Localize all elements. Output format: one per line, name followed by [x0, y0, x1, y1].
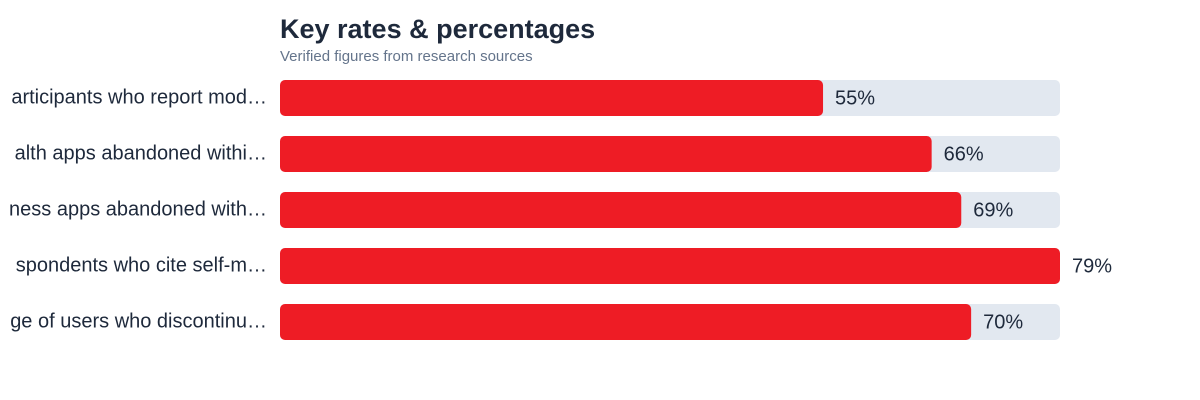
category-label: spondents who cite self-m…	[16, 254, 267, 276]
bar	[280, 80, 824, 116]
bar	[280, 192, 962, 228]
category-label: articipants who report mod…	[11, 86, 267, 108]
bar	[280, 304, 972, 340]
category-label: ness apps abandoned with…	[9, 198, 267, 220]
category-label: ge of users who discontinu…	[10, 310, 267, 332]
category-label: alth apps abandoned withi…	[15, 142, 267, 164]
value-label: 55%	[835, 87, 875, 109]
value-label: 66%	[944, 143, 984, 165]
bar	[280, 136, 932, 172]
value-label: 69%	[973, 199, 1013, 221]
bar	[280, 248, 1060, 284]
value-label: 79%	[1072, 255, 1112, 277]
chart-title: Key rates & percentages	[280, 14, 595, 44]
chart-subtitle: Verified figures from research sources	[280, 48, 533, 65]
value-label: 70%	[983, 311, 1023, 333]
